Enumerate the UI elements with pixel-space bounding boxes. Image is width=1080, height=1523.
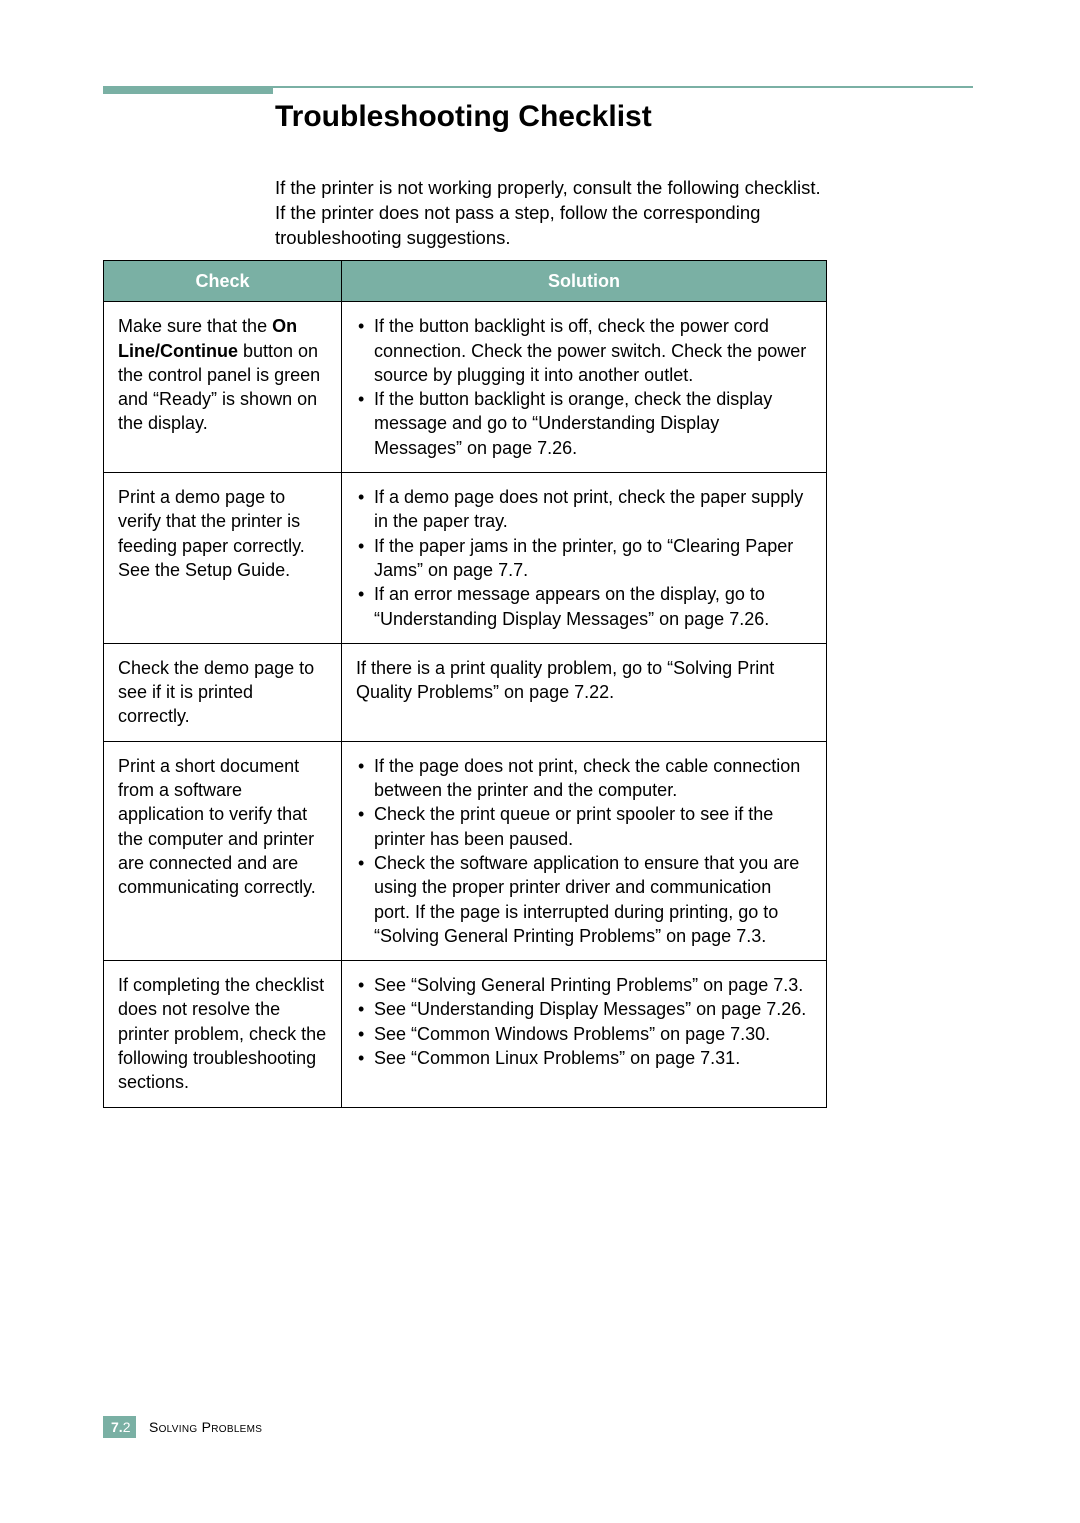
cell-solution: If the button backlight is off, check th… bbox=[342, 302, 827, 473]
section-number: 7. bbox=[111, 1419, 123, 1435]
page-number: 2 bbox=[123, 1419, 131, 1435]
list-item: See “Common Linux Problems” on page 7.31… bbox=[356, 1046, 812, 1070]
table-row: Check the demo page to see if it is prin… bbox=[104, 643, 827, 741]
chapter-title: Solving Problems bbox=[149, 1419, 262, 1435]
table-row: Print a short document from a software a… bbox=[104, 741, 827, 960]
solution-list: If a demo page does not print, check the… bbox=[356, 485, 812, 631]
cell-solution: If a demo page does not print, check the… bbox=[342, 473, 827, 644]
list-item: Check the print queue or print spooler t… bbox=[356, 802, 812, 851]
list-item: If an error message appears on the displ… bbox=[356, 582, 812, 631]
cell-solution: If the page does not print, check the ca… bbox=[342, 741, 827, 960]
list-item: If the paper jams in the printer, go to … bbox=[356, 534, 812, 583]
list-item: See “Common Windows Problems” on page 7.… bbox=[356, 1022, 812, 1046]
cell-solution: See “Solving General Printing Problems” … bbox=[342, 961, 827, 1107]
check-text-pre: Make sure that the bbox=[118, 316, 272, 336]
list-item: If the button backlight is off, check th… bbox=[356, 314, 812, 387]
list-item: Check the software application to ensure… bbox=[356, 851, 812, 948]
table-row: If completing the checklist does not res… bbox=[104, 961, 827, 1107]
list-item: If the button backlight is orange, check… bbox=[356, 387, 812, 460]
list-item: See “Solving General Printing Problems” … bbox=[356, 973, 812, 997]
page-title: Troubleshooting Checklist bbox=[275, 100, 652, 134]
teal-accent-block bbox=[103, 86, 273, 94]
intro-paragraph: If the printer is not working properly, … bbox=[275, 176, 835, 251]
page-number-box: 7.2 bbox=[103, 1416, 136, 1438]
col-header-check: Check bbox=[104, 261, 342, 302]
solution-list: See “Solving General Printing Problems” … bbox=[356, 973, 812, 1070]
page-footer: 7.2 Solving Problems bbox=[103, 1416, 262, 1438]
cell-solution: If there is a print quality problem, go … bbox=[342, 643, 827, 741]
list-item: See “Understanding Display Messages” on … bbox=[356, 997, 812, 1021]
col-header-solution: Solution bbox=[342, 261, 827, 302]
cell-check: Make sure that the On Line/Continue butt… bbox=[104, 302, 342, 473]
troubleshooting-table: Check Solution Make sure that the On Lin… bbox=[103, 260, 827, 1108]
solution-list: If the page does not print, check the ca… bbox=[356, 754, 812, 948]
cell-check: Print a demo page to verify that the pri… bbox=[104, 473, 342, 644]
list-item: If a demo page does not print, check the… bbox=[356, 485, 812, 534]
table-row: Make sure that the On Line/Continue butt… bbox=[104, 302, 827, 473]
cell-check: Print a short document from a software a… bbox=[104, 741, 342, 960]
table-row: Print a demo page to verify that the pri… bbox=[104, 473, 827, 644]
list-item: If the page does not print, check the ca… bbox=[356, 754, 812, 803]
cell-check: Check the demo page to see if it is prin… bbox=[104, 643, 342, 741]
cell-check: If completing the checklist does not res… bbox=[104, 961, 342, 1107]
solution-list: If the button backlight is off, check th… bbox=[356, 314, 812, 460]
